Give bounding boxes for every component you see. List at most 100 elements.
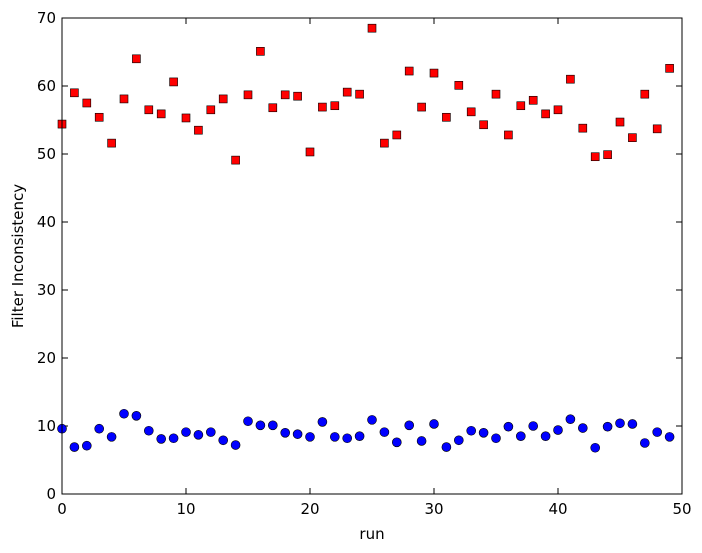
point <box>94 423 104 434</box>
point <box>293 91 302 101</box>
y-tick-label: 30 <box>37 281 56 299</box>
point <box>416 436 427 446</box>
point <box>194 125 203 135</box>
point <box>615 117 625 127</box>
point <box>528 95 538 105</box>
point <box>305 147 315 157</box>
point <box>367 23 377 33</box>
point <box>329 432 340 442</box>
point <box>69 442 80 452</box>
point <box>342 433 353 444</box>
point <box>516 101 526 111</box>
point <box>541 109 550 119</box>
point <box>268 103 278 113</box>
point <box>82 98 92 108</box>
point <box>590 152 600 162</box>
point <box>218 435 228 446</box>
x-tick-label: 20 <box>300 500 319 518</box>
point <box>280 427 291 438</box>
point <box>442 112 451 122</box>
point <box>429 419 439 429</box>
y-tick-label: 70 <box>37 9 56 27</box>
point <box>540 431 551 442</box>
point <box>417 102 426 112</box>
point <box>628 133 637 142</box>
point <box>590 442 601 453</box>
point <box>603 150 612 159</box>
point <box>615 418 625 429</box>
point <box>640 89 650 99</box>
point <box>627 419 638 429</box>
point <box>664 432 675 442</box>
point <box>577 423 588 433</box>
point <box>441 442 452 452</box>
point <box>602 421 613 432</box>
point <box>342 87 352 97</box>
point <box>453 435 464 446</box>
point <box>70 88 79 98</box>
point <box>566 74 575 84</box>
y-tick-label: 10 <box>37 417 56 435</box>
point <box>243 416 253 427</box>
point <box>578 123 588 133</box>
point <box>367 415 377 425</box>
y-tick-label: 40 <box>37 213 56 231</box>
x-axis-label: run <box>359 525 384 543</box>
point <box>168 433 179 444</box>
point <box>454 81 464 90</box>
point <box>565 414 576 425</box>
point <box>404 420 415 431</box>
point <box>267 420 278 431</box>
point <box>466 107 476 117</box>
point <box>479 120 488 130</box>
y-tick-label: 0 <box>46 485 56 503</box>
point <box>355 89 364 99</box>
point <box>181 113 191 123</box>
point <box>94 112 104 122</box>
point <box>391 437 402 448</box>
point <box>181 427 191 437</box>
point <box>317 417 328 427</box>
point <box>330 101 340 111</box>
y-axis-label: Filter Inconsistency <box>9 184 27 328</box>
point <box>280 90 290 100</box>
point <box>106 432 117 442</box>
point <box>292 429 303 439</box>
point <box>156 434 166 444</box>
point <box>144 105 154 115</box>
point <box>255 420 266 431</box>
x-tick-label: 0 <box>57 500 67 518</box>
point <box>107 138 116 148</box>
point <box>243 90 253 100</box>
point <box>392 130 402 140</box>
point <box>379 427 390 437</box>
point <box>131 410 142 421</box>
point <box>82 440 92 451</box>
point <box>466 425 477 436</box>
point <box>503 421 514 432</box>
point <box>230 440 241 450</box>
x-tick-label: 10 <box>176 500 195 518</box>
point <box>639 438 650 448</box>
point <box>528 421 539 431</box>
point <box>652 427 663 437</box>
point <box>132 54 141 64</box>
point <box>553 105 563 115</box>
point <box>491 433 501 444</box>
point <box>305 432 315 442</box>
point <box>119 408 129 419</box>
point <box>256 47 265 56</box>
point <box>206 427 216 437</box>
point <box>119 94 129 104</box>
point <box>652 124 662 134</box>
y-tick-label: 50 <box>37 145 56 163</box>
point <box>491 89 501 99</box>
point <box>231 155 240 165</box>
point <box>144 425 154 436</box>
x-tick-label: 30 <box>424 500 443 518</box>
point <box>318 102 327 112</box>
x-tick-label: 50 <box>672 500 691 518</box>
point <box>404 66 414 76</box>
point <box>354 431 365 442</box>
